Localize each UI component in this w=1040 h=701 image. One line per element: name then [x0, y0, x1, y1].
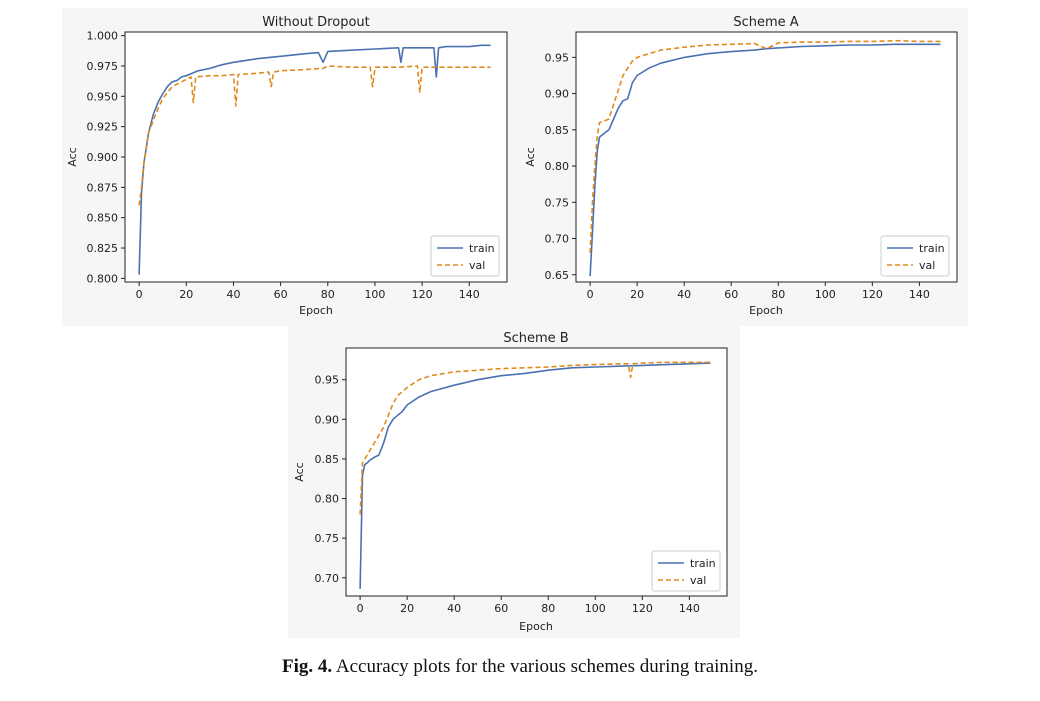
series-line-val — [138, 65, 491, 206]
y-tick-label: 0.95 — [545, 51, 570, 64]
y-tick-label: 0.85 — [545, 124, 570, 137]
x-tick-label: 120 — [862, 288, 883, 301]
y-tick-label: 0.70 — [545, 233, 570, 246]
x-axis-label: Epoch — [519, 620, 553, 633]
chart-without-dropout: Without Dropout Epoch Acc 0 20 40 60 80 100 12… — [66, 15, 508, 317]
chart-scheme-b: Scheme B Epoch Acc 0 20 40 60 80 100 120 140 0.7… — [293, 331, 728, 633]
tick-group: 0 20 40 60 80 100 120 140 0.800 0.825 0.850 0.875 0.… — [87, 30, 480, 301]
x-tick-label: 80 — [321, 288, 335, 301]
legend-val-label: val — [919, 259, 935, 272]
chart-title: Scheme A — [733, 15, 798, 30]
legend: train val — [430, 235, 500, 277]
series-line-val — [359, 361, 711, 515]
series-line-train — [138, 44, 491, 275]
y-axis-label: Acc — [66, 147, 79, 166]
y-tick-label: 0.825 — [87, 242, 119, 255]
x-tick-label: 140 — [679, 602, 700, 615]
y-tick-label: 0.85 — [315, 453, 340, 466]
chart-title: Without Dropout — [262, 15, 370, 30]
x-tick-label: 60 — [494, 602, 508, 615]
x-tick-label: 60 — [724, 288, 738, 301]
series-line-train — [359, 362, 711, 589]
y-axis-label: Acc — [293, 462, 306, 481]
x-tick-label: 0 — [357, 602, 364, 615]
y-tick-label: 0.850 — [87, 212, 119, 225]
x-tick-label: 80 — [541, 602, 555, 615]
y-tick-label: 0.925 — [87, 121, 119, 134]
x-tick-label: 80 — [771, 288, 785, 301]
legend-box — [430, 235, 500, 277]
y-tick-label: 0.65 — [545, 269, 570, 282]
x-tick-label: 20 — [400, 602, 414, 615]
legend-train-label: train — [690, 557, 716, 570]
legend: train val — [880, 235, 950, 277]
y-tick-label: 0.75 — [315, 532, 340, 545]
caption-text: Accuracy plots for the various schemes d… — [335, 656, 758, 677]
y-tick-label: 0.975 — [87, 60, 119, 73]
y-tick-label: 0.70 — [315, 572, 340, 585]
chart-title: Scheme B — [503, 331, 568, 346]
x-axis-label: Epoch — [299, 304, 333, 317]
legend-val-label: val — [690, 574, 706, 587]
y-tick-label: 0.800 — [87, 272, 119, 285]
x-tick-label: 20 — [179, 288, 193, 301]
x-tick-label: 20 — [630, 288, 644, 301]
legend-val-label: val — [469, 259, 485, 272]
y-tick-label: 0.80 — [315, 493, 340, 506]
y-tick-label: 1.000 — [87, 30, 119, 43]
y-tick-label: 0.95 — [315, 374, 340, 387]
legend-train-label: train — [469, 242, 495, 255]
tick-group: 0 20 40 60 80 100 120 140 0.70 0.75 0.80 0.85 0.90 0.… — [315, 374, 700, 615]
x-tick-label: 0 — [136, 288, 143, 301]
x-tick-label: 60 — [274, 288, 288, 301]
caption-label: Fig. 4. — [282, 656, 333, 677]
x-tick-label: 40 — [447, 602, 461, 615]
y-tick-label: 0.75 — [545, 196, 570, 209]
x-tick-label: 100 — [585, 602, 606, 615]
series-group — [359, 361, 711, 589]
legend-train-label: train — [919, 242, 945, 255]
x-tick-label: 40 — [677, 288, 691, 301]
y-tick-label: 0.90 — [545, 88, 570, 101]
x-tick-label: 100 — [364, 288, 385, 301]
y-tick-label: 0.950 — [87, 90, 119, 103]
x-tick-label: 40 — [226, 288, 240, 301]
series-line-train — [589, 43, 941, 277]
y-tick-label: 0.90 — [315, 413, 340, 426]
y-tick-label: 0.875 — [87, 181, 119, 194]
x-tick-label: 120 — [632, 602, 653, 615]
chart-scheme-a: Scheme A Epoch Acc 0 20 40 60 80 100 120 140 0.6… — [524, 15, 958, 317]
series-group — [589, 39, 941, 277]
x-tick-label: 140 — [909, 288, 930, 301]
x-tick-label: 0 — [587, 288, 594, 301]
tick-group: 0 20 40 60 80 100 120 140 0.65 0.70 0.75 0.80 0.85 0.… — [545, 51, 930, 301]
series-line-val — [589, 39, 941, 254]
legend-box — [651, 550, 721, 592]
series-group — [138, 44, 491, 275]
x-tick-label: 140 — [459, 288, 480, 301]
x-tick-label: 100 — [815, 288, 836, 301]
figure-caption: Fig. 4. Accuracy plots for the various s… — [0, 656, 1040, 678]
y-tick-label: 0.900 — [87, 151, 119, 164]
x-axis-label: Epoch — [749, 304, 783, 317]
x-tick-label: 120 — [412, 288, 433, 301]
y-axis-label: Acc — [524, 147, 537, 166]
legend-box — [880, 235, 950, 277]
legend: train val — [651, 550, 721, 592]
y-tick-label: 0.80 — [545, 160, 570, 173]
